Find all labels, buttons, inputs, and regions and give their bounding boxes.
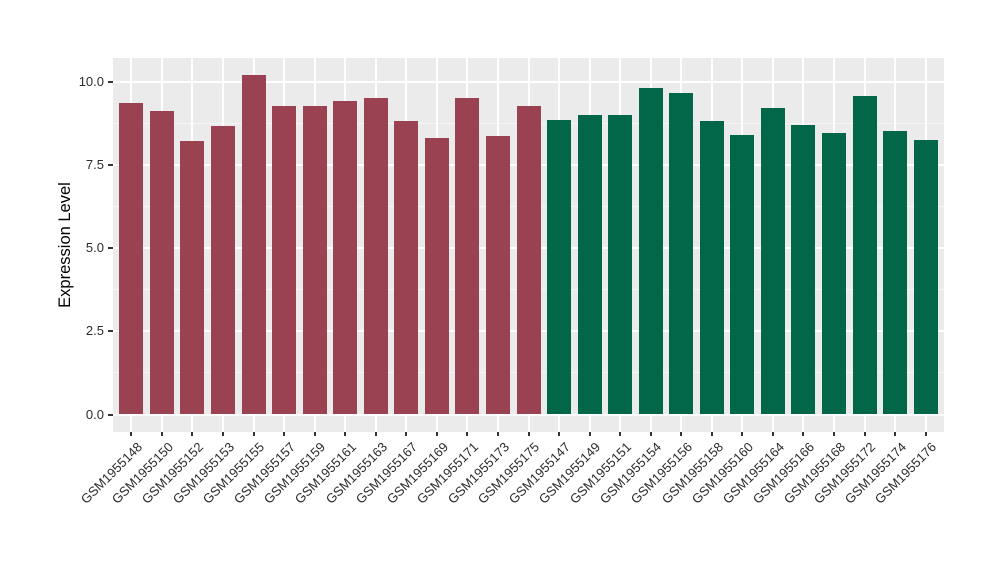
x-tick xyxy=(833,432,835,436)
bar-GSM1955172 xyxy=(852,96,877,415)
bar-GSM1955152 xyxy=(180,141,205,415)
y-tick-label: 7.5 xyxy=(85,156,104,172)
x-tick xyxy=(313,432,316,436)
x-tick xyxy=(191,432,194,436)
x-tick xyxy=(130,432,133,436)
plot-panel xyxy=(113,58,944,432)
bar-GSM1955174 xyxy=(883,131,908,415)
x-tick xyxy=(374,432,377,436)
bar-GSM1955148 xyxy=(119,103,144,415)
bar-GSM1955155 xyxy=(241,74,266,415)
x-tick xyxy=(435,432,438,436)
x-tick xyxy=(496,432,499,436)
bar-GSM1955176 xyxy=(913,139,938,415)
bar-GSM1955175 xyxy=(516,106,541,415)
bar-GSM1955147 xyxy=(547,119,572,415)
x-tick xyxy=(802,432,805,436)
bar-GSM1955166 xyxy=(791,124,816,415)
y-tick xyxy=(108,80,113,83)
x-tick xyxy=(466,432,469,436)
bar-GSM1955163 xyxy=(363,98,388,415)
x-tick xyxy=(527,432,530,436)
x-tick xyxy=(680,432,683,436)
x-tick xyxy=(710,432,713,436)
x-tick xyxy=(741,432,744,436)
y-tick-label: 5.0 xyxy=(85,240,104,255)
x-tick xyxy=(588,432,591,436)
x-tick xyxy=(619,432,622,436)
x-tick xyxy=(771,432,774,436)
x-tick xyxy=(649,432,652,436)
x-tick xyxy=(894,432,897,436)
bar-GSM1955150 xyxy=(149,111,174,415)
bar-GSM1955160 xyxy=(730,134,755,415)
y-tick-label: 10.0 xyxy=(78,73,104,89)
bar-GSM1955151 xyxy=(608,114,633,415)
bar-GSM1955169 xyxy=(424,138,449,415)
bar-GSM1955161 xyxy=(333,101,358,415)
bar-GSM1955149 xyxy=(577,114,602,415)
y-tick-label: 0.0 xyxy=(85,406,104,422)
x-tick xyxy=(344,432,347,436)
y-tick xyxy=(108,247,113,249)
bar-GSM1955167 xyxy=(394,121,419,415)
bar-GSM1955153 xyxy=(210,126,235,415)
bar-GSM1955159 xyxy=(302,106,327,415)
x-tick xyxy=(160,432,163,436)
bar-GSM1955157 xyxy=(272,106,297,415)
bar-GSM1955164 xyxy=(760,108,785,415)
x-tick xyxy=(924,432,927,436)
bar-GSM1955171 xyxy=(455,98,480,415)
bar-GSM1955156 xyxy=(669,93,694,415)
x-tick xyxy=(405,432,408,436)
x-tick xyxy=(252,432,255,436)
x-tick xyxy=(221,432,224,436)
x-tick xyxy=(558,432,561,436)
bar-GSM1955154 xyxy=(638,88,663,415)
x-tick xyxy=(863,432,866,436)
y-tick xyxy=(108,413,113,416)
bar-GSM1955158 xyxy=(699,121,724,415)
y-tick xyxy=(108,163,113,166)
bar-GSM1955168 xyxy=(822,133,846,415)
bar-GSM1955173 xyxy=(485,136,510,415)
x-tick xyxy=(283,432,286,436)
y-tick-label: 2.5 xyxy=(85,323,104,339)
y-tick xyxy=(108,330,113,333)
